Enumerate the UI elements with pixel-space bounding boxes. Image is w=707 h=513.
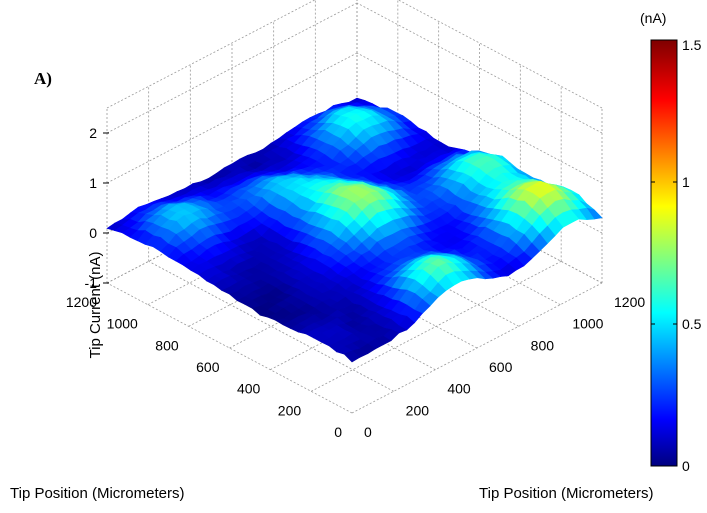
current-surface (106, 97, 603, 363)
y-tick-label: 1000 (572, 316, 603, 332)
x-tick-label: 600 (196, 359, 220, 375)
y-tick-label: 1200 (614, 294, 645, 310)
colorbar-unit: (nA) (640, 10, 666, 26)
z-tick-label: -1 (85, 275, 98, 291)
x-tick-label: 200 (278, 402, 302, 418)
y-tick-label: 0 (364, 424, 372, 440)
colorbar-tick-label: 1.5 (682, 37, 702, 53)
x-tick-label: 0 (334, 424, 342, 440)
y-tick-label: 200 (406, 402, 430, 418)
colorbar-tick-label: 1 (682, 174, 690, 190)
x-axis-title: Tip Position (Micrometers) (10, 485, 184, 502)
x-tick-label: 1000 (107, 316, 138, 332)
colorbar-tick-label: 0 (682, 458, 690, 474)
y-axis-title: Tip Position (Micrometers) (479, 485, 653, 502)
z-axis-title: Tip Current (nA) (87, 252, 104, 359)
y-tick-label: 600 (489, 359, 513, 375)
z-tick-label: 1 (89, 175, 97, 191)
x-tick-label: 400 (237, 381, 261, 397)
panel-label: A) (34, 69, 52, 88)
z-tick-label: 2 (89, 125, 97, 141)
surface-cell (343, 350, 361, 363)
colorbar-gradient (650, 39, 678, 467)
z-tick-label: 0 (89, 225, 97, 241)
colorbar: 0 0.5 1 1.5 (650, 37, 702, 474)
y-tick-label: 400 (447, 381, 471, 397)
y-tick-label: 800 (531, 337, 555, 353)
x-tick-label: 1200 (66, 294, 97, 310)
colorbar-tick-label: 0.5 (682, 316, 702, 332)
axis-ticks: -1 0 1 2 0 200 400 600 800 1000 1200 0 200 400 600 800 1… (66, 125, 646, 440)
x-tick-label: 800 (155, 337, 179, 353)
